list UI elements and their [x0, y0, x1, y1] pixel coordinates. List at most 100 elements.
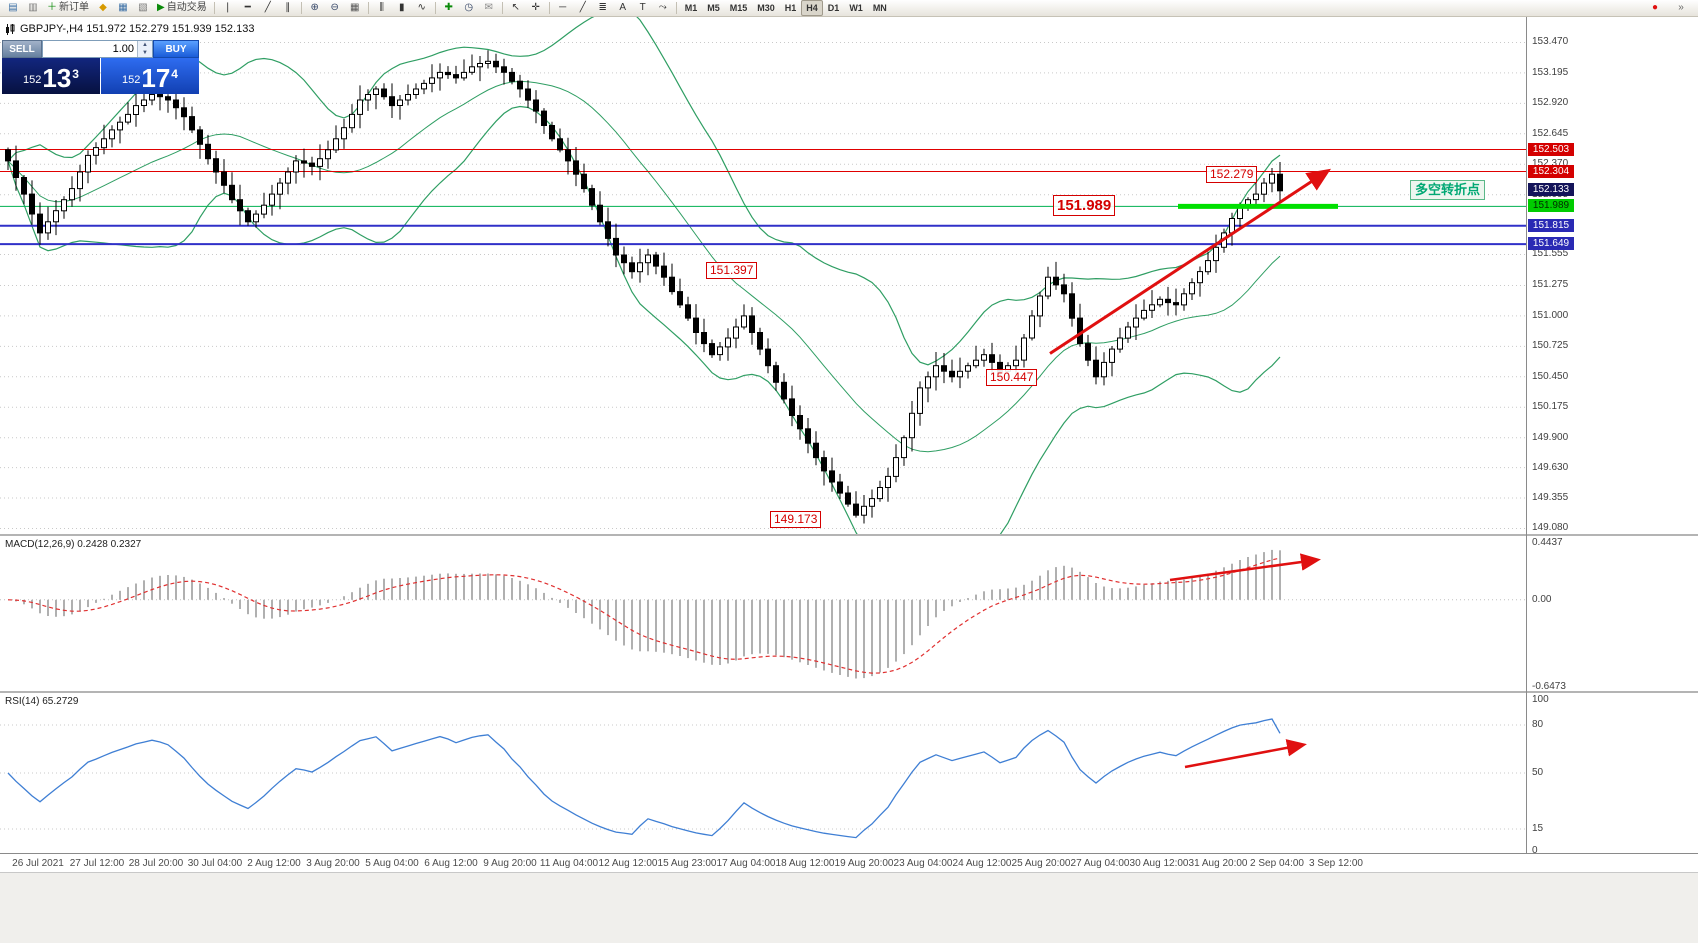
toolbar-separator	[367, 2, 369, 14]
market-watch-icon[interactable]: ▦	[118, 2, 128, 13]
lot-size-field[interactable]: 1.00 ▲ ▼	[42, 40, 153, 58]
timeframe-m15[interactable]: M15	[729, 3, 748, 13]
crosshair-icon[interactable]: ✛	[531, 2, 540, 13]
bid-price-main: 152	[23, 74, 42, 86]
time-axis-label: 30 Aug 12:00	[1129, 858, 1189, 869]
price-axis[interactable]: 153.470153.195152.920152.645152.370152.0…	[1527, 17, 1698, 872]
channel-icon[interactable]: ∥	[285, 2, 291, 13]
trendline-icon[interactable]: ╱	[264, 2, 271, 13]
timeframe-mn[interactable]: MN	[872, 3, 887, 13]
sell-button[interactable]: SELL	[2, 40, 42, 58]
macd-pane[interactable]: MACD(12,26,9) 0.2428 0.2327	[0, 534, 1698, 691]
time-axis-label: 12 Aug 12:00	[598, 858, 658, 869]
cursor-icon[interactable]: ↖	[511, 2, 520, 13]
price-chart-plot[interactable]	[0, 17, 1526, 534]
autotrading-button-label: 自动交易	[166, 2, 207, 13]
lot-up-icon[interactable]: ▲	[138, 41, 152, 49]
time-axis-label: 25 Aug 20:00	[1011, 858, 1071, 869]
zoom-in-icon[interactable]: ⊕	[310, 2, 319, 13]
price-axis-label: 150.450	[1532, 370, 1569, 382]
tile-windows-icon[interactable]: ▦	[349, 2, 360, 13]
template-icon[interactable]: ✉	[484, 2, 493, 13]
new-chart-icon[interactable]: ▤	[8, 2, 18, 13]
line-chart-icon[interactable]: ∿	[417, 2, 426, 13]
community-icon[interactable]: ●	[1651, 2, 1659, 13]
toolbar-separator	[300, 2, 302, 14]
time-axis[interactable]: 26 Jul 2021 27 Jul 12:00 28 Jul 20:00 30 Ju…	[0, 853, 1698, 872]
ask-price-point: 4	[171, 67, 178, 81]
time-axis-label: 6 Aug 12:00	[424, 858, 478, 869]
price-axis-label: 152.920	[1532, 97, 1569, 109]
buy-button[interactable]: BUY	[153, 40, 199, 58]
add-indicator-icon[interactable]: ✚	[444, 2, 453, 13]
timeframe-w1[interactable]: W1	[849, 3, 863, 13]
price-axis-label: 149.080	[1532, 522, 1569, 534]
time-axis-label: 17 Aug 04:00	[716, 858, 776, 869]
bar-chart-icon[interactable]: ⫼	[379, 2, 384, 13]
navigator-icon[interactable]: ▧	[138, 2, 148, 13]
toolbar-separator	[213, 2, 215, 14]
price-marker-151.989: 151.989	[1528, 199, 1574, 213]
time-axis-label: 27 Aug 04:00	[1070, 858, 1130, 869]
time-axis-label: 23 Aug 04:00	[893, 858, 953, 869]
toolbar-separator	[675, 2, 677, 14]
text-label-icon[interactable]: T	[639, 2, 646, 13]
bid-price-display[interactable]: 152 13 3	[2, 58, 100, 94]
vertical-line-icon[interactable]: ❘	[223, 2, 232, 13]
lot-size-value[interactable]: 1.00	[112, 43, 134, 55]
chart-window[interactable]: GBPJPY-,H4 151.972 152.279 151.939 152.1…	[0, 17, 1698, 943]
macd-plot[interactable]	[0, 536, 1526, 691]
price-axis-label: 149.900	[1532, 431, 1569, 443]
timeframe-m5[interactable]: M5	[707, 3, 720, 13]
time-axis-label: 9 Aug 20:00	[483, 858, 537, 869]
time-axis-label: 18 Aug 12:00	[775, 858, 835, 869]
price-axis-label: 152.370	[1532, 158, 1568, 169]
timeframe-h1[interactable]: H1	[784, 3, 797, 13]
macd-axis-label: -0.6473	[1532, 681, 1566, 692]
text-icon[interactable]: A	[619, 2, 627, 13]
timeframe-d1[interactable]: D1	[827, 3, 840, 13]
rsi-label: RSI(14) 65.2729	[5, 696, 79, 707]
time-axis-label: 15 Aug 23:00	[657, 858, 717, 869]
timeframe-m30[interactable]: M30	[757, 3, 775, 13]
candlestick-chart-icon[interactable]: ▮	[398, 2, 405, 13]
toolbar-separator	[548, 2, 550, 14]
new-order-button[interactable]: ＋新订单	[43, 0, 93, 17]
timeframe-h4[interactable]: H4	[801, 0, 823, 16]
period-icon[interactable]: ◷	[464, 2, 474, 13]
candlestick-icon	[6, 23, 15, 35]
axis-separator	[1526, 17, 1527, 853]
new-order-button-label: 新订单	[59, 2, 89, 13]
fibo-icon[interactable]: ≣	[598, 2, 607, 13]
price-axis-label: 149.355	[1532, 492, 1569, 504]
lot-stepper[interactable]: ▲ ▼	[137, 41, 152, 57]
price-marker-151.649: 151.649	[1528, 237, 1574, 251]
expert-advisors-icon[interactable]: ◆	[99, 2, 107, 13]
horizontal-line-icon[interactable]: ━	[244, 2, 251, 13]
lot-down-icon[interactable]: ▼	[138, 49, 152, 57]
tline-tool-icon[interactable]: ╱	[579, 2, 586, 13]
time-axis-label: 19 Aug 20:00	[834, 858, 894, 869]
rsi-plot[interactable]	[0, 693, 1526, 853]
chart-profiles-icon[interactable]: ▥	[28, 2, 38, 13]
autotrading-button-icon: ▶	[157, 2, 165, 13]
autotrading-button[interactable]: ▶ 自动交易	[153, 0, 211, 17]
toolbar: ▤ ▥ ＋新订单 ◆ ▦ ▧ ▶ 自动交易 ❘ ━ ╱ ∥ ⊕ ⊖ ▦ ⫼ ▮ ∿ ✚ ◷ ✉ ↖ ✛ ─ ╱ ≣ A T ⤳ M1 M5…	[0, 0, 1698, 17]
arrows-icon[interactable]: ⤳	[658, 2, 667, 13]
toolbar-overflow-icon[interactable]: »	[1678, 2, 1684, 13]
hline-tool-icon[interactable]: ─	[559, 2, 567, 13]
zoom-out-icon[interactable]: ⊖	[330, 2, 339, 13]
new-order-button-icon: ＋	[47, 2, 57, 13]
bid-price-pips: 13	[42, 63, 72, 93]
timeframe-m1[interactable]: M1	[684, 3, 698, 13]
time-axis-label: 2 Sep 04:00	[1250, 858, 1304, 869]
main-price-pane[interactable]: GBPJPY-,H4 151.972 152.279 151.939 152.1…	[0, 17, 1698, 534]
price-axis-label: 150.725	[1532, 340, 1569, 352]
bottom-filler	[0, 872, 1698, 943]
rsi-pane[interactable]: RSI(14) 65.2729	[0, 691, 1698, 853]
price-marker-151.815: 151.815	[1528, 218, 1574, 232]
ask-price-main: 152	[122, 74, 141, 86]
ask-price-display[interactable]: 152 17 4	[101, 58, 199, 94]
time-axis-label: 31 Aug 20:00	[1188, 858, 1248, 869]
